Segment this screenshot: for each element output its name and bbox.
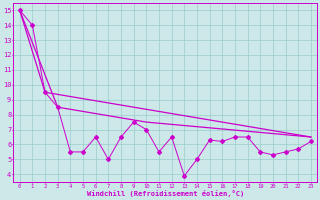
X-axis label: Windchill (Refroidissement éolien,°C): Windchill (Refroidissement éolien,°C) [87, 190, 244, 197]
